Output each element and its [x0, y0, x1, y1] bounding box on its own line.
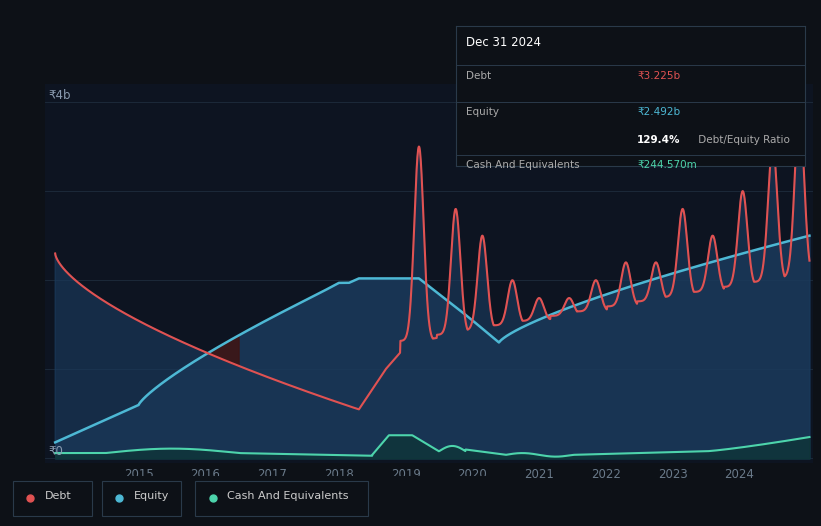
Text: Equity: Equity	[134, 491, 169, 501]
Text: 129.4%: 129.4%	[637, 135, 681, 145]
Text: ₹4b: ₹4b	[48, 89, 71, 102]
Text: ₹0: ₹0	[48, 446, 63, 459]
Text: Cash And Equivalents: Cash And Equivalents	[466, 160, 580, 170]
Text: Debt: Debt	[466, 71, 491, 81]
Text: Equity: Equity	[466, 107, 499, 117]
Text: Debt/Equity Ratio: Debt/Equity Ratio	[695, 135, 790, 145]
Text: ₹244.570m: ₹244.570m	[637, 160, 697, 170]
Text: ₹2.492b: ₹2.492b	[637, 107, 681, 117]
Text: Dec 31 2024: Dec 31 2024	[466, 36, 541, 49]
Text: Debt: Debt	[45, 491, 72, 501]
Text: ₹3.225b: ₹3.225b	[637, 71, 681, 81]
Text: Cash And Equivalents: Cash And Equivalents	[227, 491, 349, 501]
